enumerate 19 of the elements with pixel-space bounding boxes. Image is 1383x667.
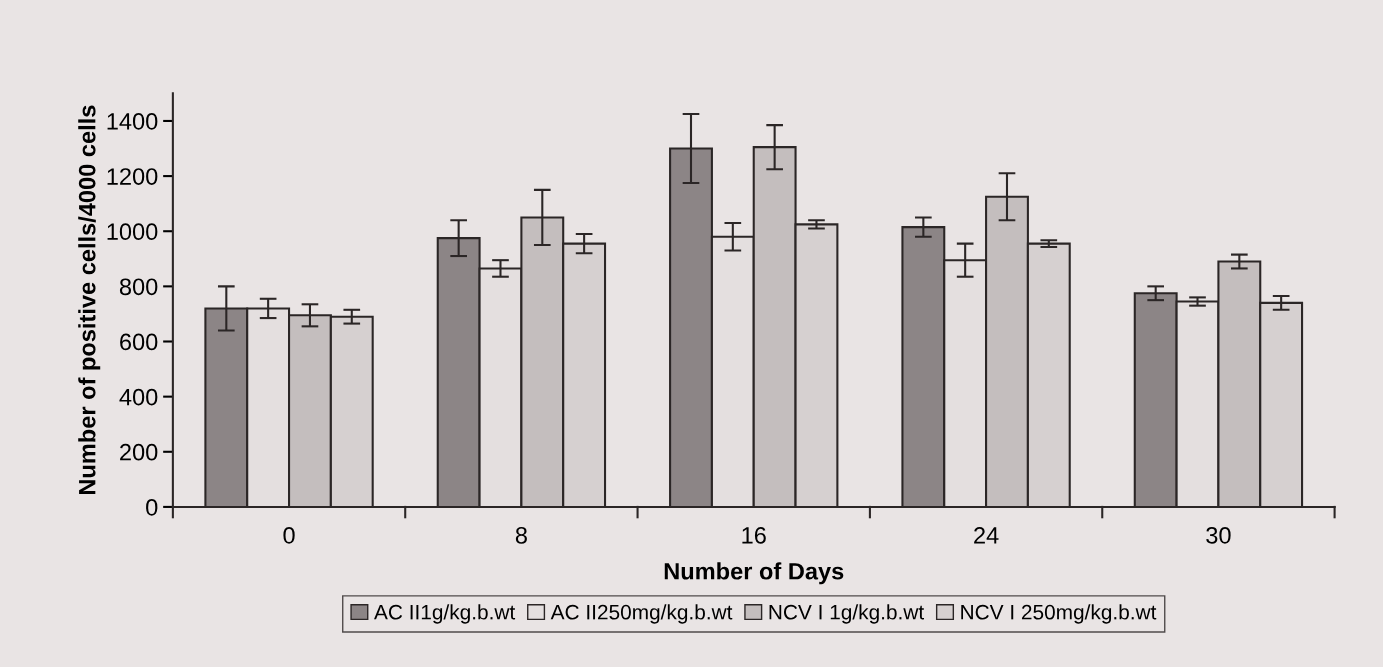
legend-label: AC II1g/kg.b.wt (374, 604, 516, 624)
x-tick-label: 8 (515, 526, 527, 544)
x-axis-title: Number of Days (664, 562, 844, 585)
y-tick-label: 1200 (107, 168, 158, 185)
y-tick-label: 0 (146, 498, 158, 516)
y-tick-label: 400 (119, 388, 158, 406)
y-tick-label: 1400 (107, 113, 158, 130)
x-tick-label: 16 (742, 526, 766, 544)
legend-label: AC II250mg/kg.b.wt (550, 604, 733, 624)
x-tick-label: 30 (1206, 526, 1231, 544)
y-tick-label: 800 (119, 278, 158, 296)
y-tick-label: 1000 (107, 223, 158, 241)
x-tick-label: 0 (283, 526, 295, 544)
y-axis-title: Number of positive cells/4000 cells (78, 105, 101, 495)
legend-label: NCV I 250mg/kg.b.wt (961, 604, 1157, 624)
y-tick-label: 600 (120, 333, 158, 351)
x-tick-label: 24 (974, 526, 999, 544)
y-tick-label: 200 (120, 443, 158, 461)
legend-label: NCV I 1g/kg.b.wt (769, 604, 925, 624)
